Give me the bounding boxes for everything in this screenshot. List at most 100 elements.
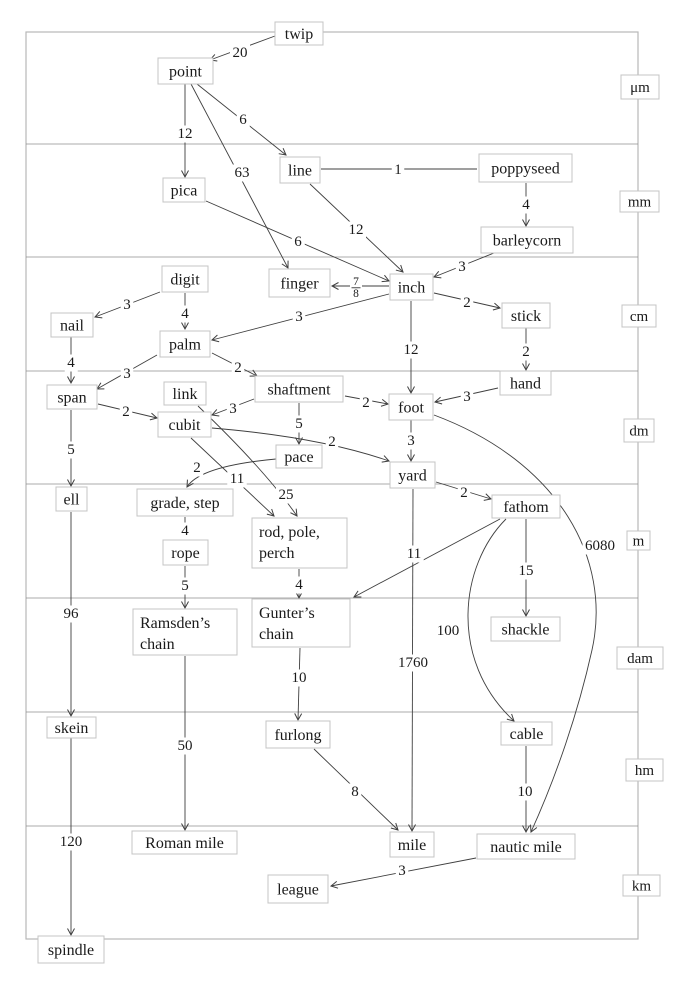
node-label-skein: skein <box>55 720 89 737</box>
node-stick: stick <box>501 302 551 329</box>
scale-labels-layer: μm mm cm dm m dam hm km <box>616 74 664 897</box>
node-finger: finger <box>268 268 331 298</box>
node-box-cable <box>500 721 553 746</box>
edge-label-text: 6080 <box>585 538 615 554</box>
node-rope: rope <box>162 539 209 566</box>
node-point: point <box>157 57 214 85</box>
edge-label-palm-span: 3 <box>120 365 134 383</box>
edge-label-span-ell: 5 <box>64 441 78 459</box>
node-furlong: furlong <box>265 720 331 749</box>
node-roman: Roman mile <box>131 830 238 855</box>
node-box-link <box>163 381 207 406</box>
node-box-digit <box>161 265 209 293</box>
scale-box-m <box>626 530 651 551</box>
node-box-cubit <box>157 411 212 438</box>
edge-label-text: 11 <box>407 546 421 562</box>
edge-label-text: 3 <box>229 401 237 417</box>
edge-label-text: 1760 <box>398 655 428 671</box>
edge-label-stick-hand: 2 <box>519 343 533 361</box>
node-nail: nail <box>50 312 94 338</box>
scale-box-dam <box>616 646 664 670</box>
edge-label-cable-nautic: 10 <box>515 783 535 801</box>
edge-label-shaftment-pace: 5 <box>292 415 306 433</box>
node-box-gunters <box>251 598 351 648</box>
node-label-nail: nail <box>60 318 85 335</box>
edge-label-inch-finger: 78 <box>350 275 362 300</box>
edge-label-foot-yard: 3 <box>404 432 418 450</box>
edge-label-text: 12 <box>178 126 193 142</box>
node-box-finger <box>268 268 331 298</box>
node-label-cubit: cubit <box>169 417 202 434</box>
edge-label-inch-stick: 2 <box>460 294 474 312</box>
edge-label-text: 3 <box>463 389 471 405</box>
node-label-pica: pica <box>171 183 198 200</box>
node-label-rod: rod, pole, <box>259 524 320 541</box>
edge-label-text: 3 <box>458 259 466 275</box>
edge-label-text: 2 <box>122 404 130 420</box>
edge-cubit-yard <box>211 427 390 463</box>
edge-label-rod-gunters: 4 <box>292 576 306 594</box>
scale-text-km: km <box>632 879 652 895</box>
scale-text-dm: dm <box>629 424 649 440</box>
node-rod: rod, pole, perch <box>251 517 348 569</box>
edge-link-rod <box>197 405 298 517</box>
edge-label-text: 3 <box>123 297 131 313</box>
fraction-numerator: 7 <box>353 276 359 288</box>
edge-label-point-finger: 63 <box>232 164 252 182</box>
edge-label-pace-grade: 2 <box>190 459 204 477</box>
node-label-ramsdens: chain <box>140 636 175 653</box>
node-box-spindle <box>37 935 105 964</box>
edge-label-digit-nail: 3 <box>120 296 134 314</box>
node-label-inch: inch <box>398 280 426 297</box>
edge-label-fathom-cable: 100 <box>434 622 462 640</box>
edge-label-inch-palm: 3 <box>292 308 306 326</box>
node-box-nautic <box>476 833 576 860</box>
node-pace: pace <box>275 444 323 469</box>
node-inch: inch <box>389 273 434 301</box>
edge-label-text: 2 <box>460 485 468 501</box>
edge-label-text: 100 <box>437 623 460 639</box>
edge-pace-grade <box>186 458 277 488</box>
node-nautic: nautic mile <box>476 833 576 860</box>
node-box-grade <box>136 488 234 517</box>
node-box-span <box>46 384 98 410</box>
edge-label-text: 3 <box>123 366 131 382</box>
edge-label-cubit-rod: 11 <box>227 470 247 488</box>
scale-box-dm <box>623 418 655 443</box>
edge-label-text: 120 <box>60 834 83 850</box>
scale-box-cm <box>621 304 657 328</box>
node-grade: grade, step <box>136 488 234 517</box>
node-box-palm <box>159 330 211 358</box>
edge-label-text: 20 <box>233 45 248 61</box>
edge-label-skein-spindle: 120 <box>57 833 85 851</box>
node-label-grade: grade, step <box>150 495 219 512</box>
scale-label-km: km <box>622 874 661 897</box>
node-gunters: Gunter’s chain <box>251 598 351 648</box>
edge-label-fathom-gunters: 11 <box>404 545 424 563</box>
node-label-spindle: spindle <box>48 942 94 959</box>
node-league: league <box>267 874 329 904</box>
edge-label-text: 1 <box>394 162 402 178</box>
node-skein: skein <box>46 716 97 739</box>
edge-label-text: 50 <box>178 738 193 754</box>
edge-label-hand-foot: 3 <box>460 388 474 406</box>
edge-label-point-pica: 12 <box>175 125 195 143</box>
edge-fathom-cable <box>467 518 515 722</box>
edge-label-grade-rope: 4 <box>178 522 192 540</box>
edge-label-ramsdens-roman: 50 <box>175 737 195 755</box>
node-box-foot <box>388 393 434 421</box>
edge-label-text: 5 <box>181 578 189 594</box>
node-label-shaftment: shaftment <box>267 382 331 399</box>
edge-label-text: 4 <box>295 577 303 593</box>
node-box-rope <box>162 539 209 566</box>
edge-label-digit-palm: 4 <box>178 305 192 323</box>
edge-label-barleycorn-inch: 3 <box>455 258 469 276</box>
node-box-hand <box>499 370 552 396</box>
edge-label-point-line: 6 <box>236 111 250 129</box>
node-label-nautic: nautic mile <box>490 839 562 856</box>
edge-label-text: 5 <box>295 416 303 432</box>
node-label-yard: yard <box>398 468 426 485</box>
node-label-furlong: furlong <box>274 727 321 744</box>
node-box-stick <box>501 302 551 329</box>
